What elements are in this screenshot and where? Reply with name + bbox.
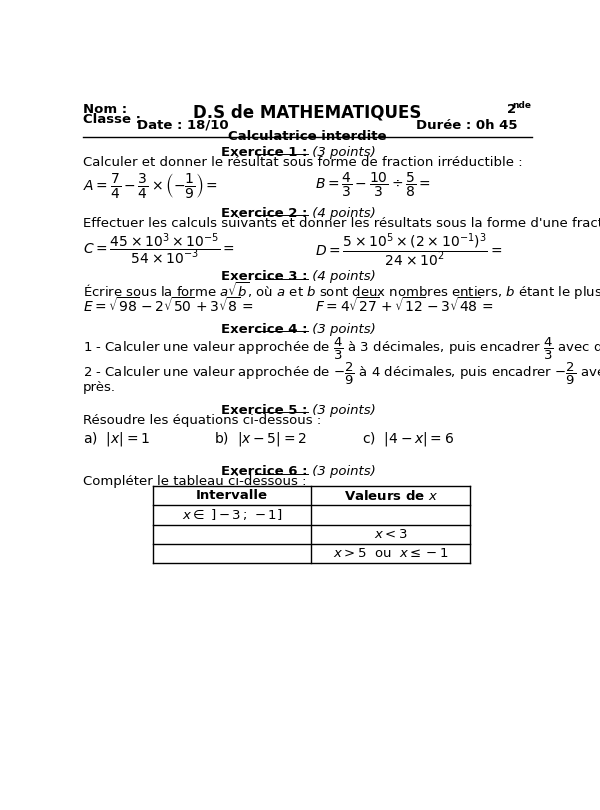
- Text: D.S de MATHEMATIQUES: D.S de MATHEMATIQUES: [193, 104, 422, 122]
- Text: 2 - Calculer une valeur approchée de $-\dfrac{2}{9}$ à 4 décimales, puis encadre: 2 - Calculer une valeur approchée de $-\…: [83, 360, 600, 386]
- Text: (3 points): (3 points): [308, 323, 375, 336]
- Text: (4 points): (4 points): [308, 271, 375, 284]
- Text: Exercice 3 :: Exercice 3 :: [221, 271, 308, 284]
- Text: Résoudre les équations ci-dessous :: Résoudre les équations ci-dessous :: [83, 414, 321, 427]
- Text: $D = \dfrac{5 \times 10^5 \times (2 \times 10^{-1})^3}{24 \times 10^2} =$: $D = \dfrac{5 \times 10^5 \times (2 \tim…: [315, 232, 503, 270]
- Text: $x < 3$: $x < 3$: [374, 527, 408, 541]
- Text: (3 points): (3 points): [308, 146, 375, 159]
- Text: Exercice 6 :: Exercice 6 :: [221, 465, 308, 478]
- Text: (3 points): (3 points): [308, 403, 375, 416]
- Text: 1 - Calculer une valeur approchée de $\dfrac{4}{3}$ à 3 décimales, puis encadrer: 1 - Calculer une valeur approchée de $\d…: [83, 336, 600, 362]
- Text: Intervalle: Intervalle: [196, 489, 268, 502]
- Text: c)  $|4 - x| = 6$: c) $|4 - x| = 6$: [362, 430, 454, 448]
- Text: Exercice 4 :: Exercice 4 :: [221, 323, 308, 336]
- Text: (3 points): (3 points): [308, 465, 375, 478]
- Text: (4 points): (4 points): [308, 207, 375, 220]
- Text: 2: 2: [508, 104, 517, 117]
- Text: Calculatrice interdite: Calculatrice interdite: [228, 130, 387, 143]
- Text: près.: près.: [83, 381, 116, 394]
- Text: Date : 18/10: Date : 18/10: [137, 119, 229, 132]
- Text: Exercice 2 :: Exercice 2 :: [221, 207, 308, 220]
- Text: Effectuer les calculs suivants et donner les résultats sous la forme d'une fract: Effectuer les calculs suivants et donner…: [83, 216, 600, 229]
- Text: Nom :: Nom :: [83, 104, 127, 117]
- Text: $A = \dfrac{7}{4} - \dfrac{3}{4} \times \left(-\dfrac{1}{9}\right) =$: $A = \dfrac{7}{4} - \dfrac{3}{4} \times …: [83, 171, 218, 200]
- Text: Valeurs de $x$: Valeurs de $x$: [344, 488, 438, 503]
- Text: $x \in \;]-3\,;\,-1]$: $x \in \;]-3\,;\,-1]$: [182, 507, 282, 522]
- Text: Exercice 5 :: Exercice 5 :: [221, 403, 308, 416]
- Text: $F = 4\sqrt{27} + \sqrt{12} - 3\sqrt{48} =$: $F = 4\sqrt{27} + \sqrt{12} - 3\sqrt{48}…: [315, 296, 494, 315]
- Text: nde: nde: [512, 101, 531, 110]
- Text: a)  $|x| = 1$: a) $|x| = 1$: [83, 430, 150, 448]
- Text: Écrire sous la forme $a\sqrt{b}$, où $a$ et $b$ sont deux nombres entiers, $b$ é: Écrire sous la forme $a\sqrt{b}$, où $a$…: [83, 280, 600, 302]
- Text: Calculer et donner le résultat sous forme de fraction irréductible :: Calculer et donner le résultat sous form…: [83, 156, 523, 168]
- Text: Classe :: Classe :: [83, 113, 141, 126]
- Text: b)  $|x - 5| = 2$: b) $|x - 5| = 2$: [215, 430, 307, 448]
- Text: $x > 5$  ou  $x \leq -1$: $x > 5$ ou $x \leq -1$: [333, 547, 449, 560]
- Text: Durée : 0h 45: Durée : 0h 45: [416, 119, 517, 132]
- Text: $B = \dfrac{4}{3} - \dfrac{10}{3} \div \dfrac{5}{8} =$: $B = \dfrac{4}{3} - \dfrac{10}{3} \div \…: [315, 171, 431, 199]
- Text: Exercice 1 :: Exercice 1 :: [221, 146, 308, 159]
- Text: $C = \dfrac{45 \times 10^3 \times 10^{-5}}{54 \times 10^{-3}} =$: $C = \dfrac{45 \times 10^3 \times 10^{-5…: [83, 232, 235, 267]
- Text: $E = \sqrt{98} - 2\sqrt{50} + 3\sqrt{8} =$: $E = \sqrt{98} - 2\sqrt{50} + 3\sqrt{8} …: [83, 296, 253, 315]
- Text: Compléter le tableau ci-dessous :: Compléter le tableau ci-dessous :: [83, 475, 306, 488]
